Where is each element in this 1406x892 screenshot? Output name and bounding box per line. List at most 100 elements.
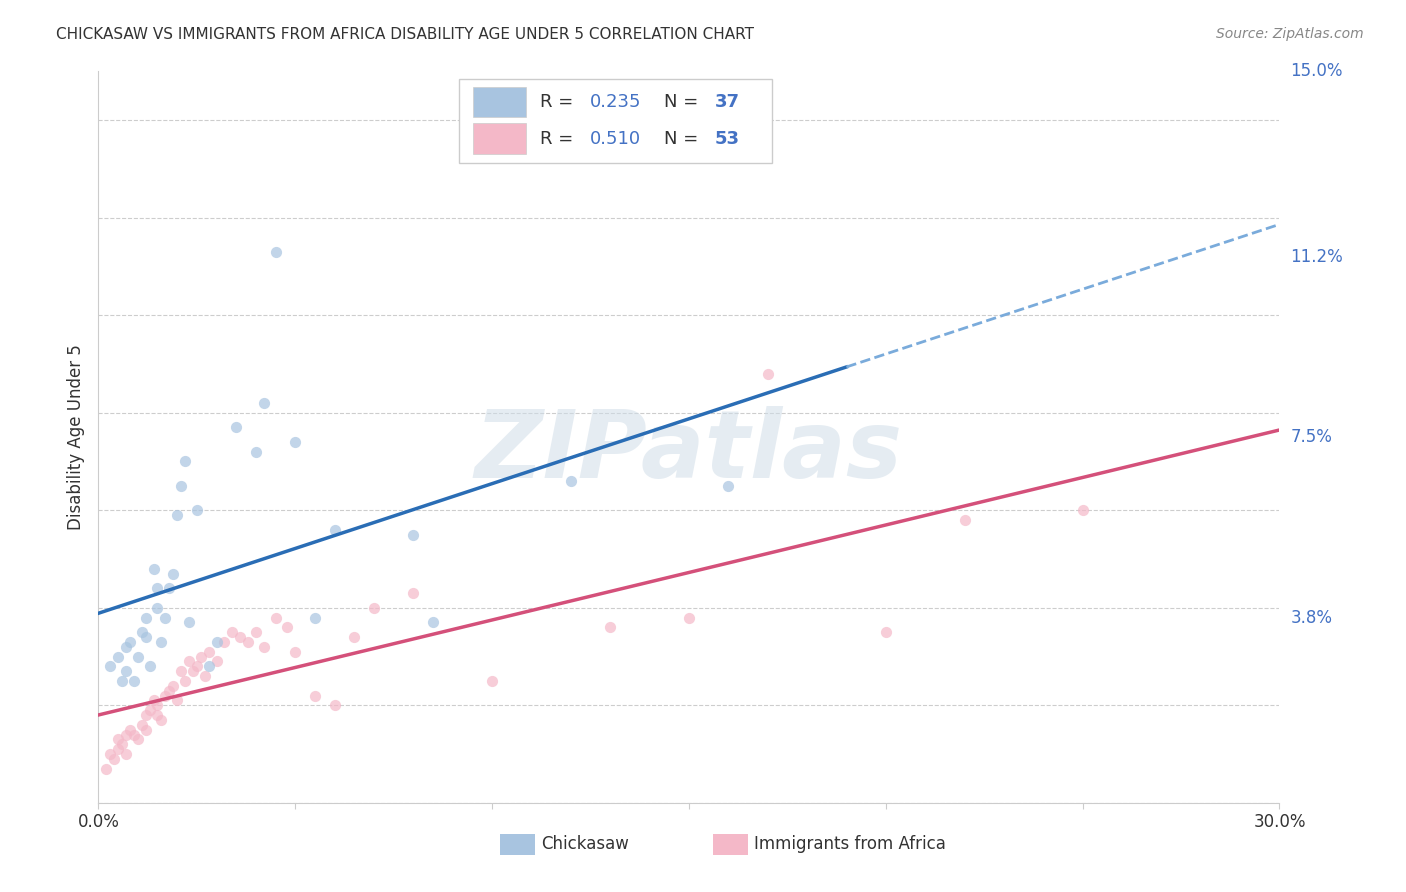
Point <box>214 635 236 649</box>
Point <box>115 747 138 761</box>
Point <box>205 654 228 668</box>
Point <box>138 703 160 717</box>
Point <box>96 762 118 776</box>
Text: Immigrants from Africa: Immigrants from Africa <box>754 836 946 854</box>
Point <box>304 689 326 703</box>
Point <box>177 654 200 668</box>
Text: CHICKASAW VS IMMIGRANTS FROM AFRICA DISABILITY AGE UNDER 5 CORRELATION CHART: CHICKASAW VS IMMIGRANTS FROM AFRICA DISA… <box>56 27 754 42</box>
Point <box>107 732 129 747</box>
Point <box>225 420 247 434</box>
Bar <box>501 833 536 855</box>
Y-axis label: Disability Age Under 5: Disability Age Under 5 <box>66 344 84 530</box>
Point <box>107 742 129 756</box>
Point <box>170 479 193 493</box>
Bar <box>713 833 748 855</box>
Point <box>135 630 157 644</box>
Point <box>162 566 184 581</box>
Text: N =: N = <box>664 129 704 148</box>
Point <box>135 610 157 624</box>
Point <box>118 723 141 737</box>
Point <box>599 620 621 634</box>
Point <box>138 659 160 673</box>
Point <box>363 600 385 615</box>
Point <box>221 625 243 640</box>
Point <box>875 625 897 640</box>
Point <box>155 689 177 703</box>
Point <box>245 625 267 640</box>
Bar <box>458 78 772 163</box>
Point <box>98 659 121 673</box>
Text: 7.5%: 7.5% <box>1291 428 1333 446</box>
Point <box>284 434 307 449</box>
Point <box>560 474 582 488</box>
Point <box>197 659 219 673</box>
Point <box>253 396 276 410</box>
Point <box>186 659 208 673</box>
Point <box>177 615 200 630</box>
Point <box>236 635 259 649</box>
Point <box>481 673 503 688</box>
Point <box>166 693 188 707</box>
Point <box>253 640 276 654</box>
Point <box>115 727 138 741</box>
Point <box>953 513 976 527</box>
Point <box>115 664 138 678</box>
Point <box>170 664 193 678</box>
Point <box>127 649 149 664</box>
Point <box>323 523 346 537</box>
Point <box>122 673 145 688</box>
Point <box>150 635 173 649</box>
Point <box>756 367 779 381</box>
Point <box>135 723 157 737</box>
Text: 11.2%: 11.2% <box>1291 248 1343 266</box>
Point <box>264 244 287 259</box>
Point <box>155 610 177 624</box>
Point <box>717 479 740 493</box>
Point <box>98 747 121 761</box>
Point <box>146 581 169 595</box>
Point <box>186 503 208 517</box>
Point <box>146 708 169 723</box>
Point <box>131 718 153 732</box>
Point <box>166 508 188 522</box>
Point <box>107 649 129 664</box>
Point <box>245 444 267 458</box>
Point <box>197 645 219 659</box>
Text: Chickasaw: Chickasaw <box>541 836 630 854</box>
Point <box>190 649 212 664</box>
Point <box>111 737 134 751</box>
Point <box>122 727 145 741</box>
Point <box>1071 503 1094 517</box>
Point <box>323 698 346 713</box>
Point <box>146 600 169 615</box>
Point <box>678 610 700 624</box>
Point <box>118 635 141 649</box>
Text: 15.0%: 15.0% <box>1291 62 1343 80</box>
Point <box>142 562 165 576</box>
Text: ZIPatlas: ZIPatlas <box>475 406 903 498</box>
Point <box>103 752 125 766</box>
Point <box>111 673 134 688</box>
Point <box>142 693 165 707</box>
Point <box>135 708 157 723</box>
Point <box>194 669 217 683</box>
Text: 37: 37 <box>714 93 740 112</box>
Text: N =: N = <box>664 93 704 112</box>
Point <box>131 625 153 640</box>
Point <box>284 645 307 659</box>
Point <box>276 620 298 634</box>
Point <box>304 610 326 624</box>
Point <box>205 635 228 649</box>
Point <box>115 640 138 654</box>
Bar <box>472 123 526 154</box>
Point <box>157 683 180 698</box>
Point <box>229 630 252 644</box>
Point <box>146 698 169 713</box>
Bar <box>472 87 526 118</box>
Point <box>174 454 197 468</box>
Text: 0.510: 0.510 <box>589 129 641 148</box>
Point <box>181 664 204 678</box>
Text: 53: 53 <box>714 129 740 148</box>
Text: 0.235: 0.235 <box>589 93 641 112</box>
Point <box>402 527 425 541</box>
